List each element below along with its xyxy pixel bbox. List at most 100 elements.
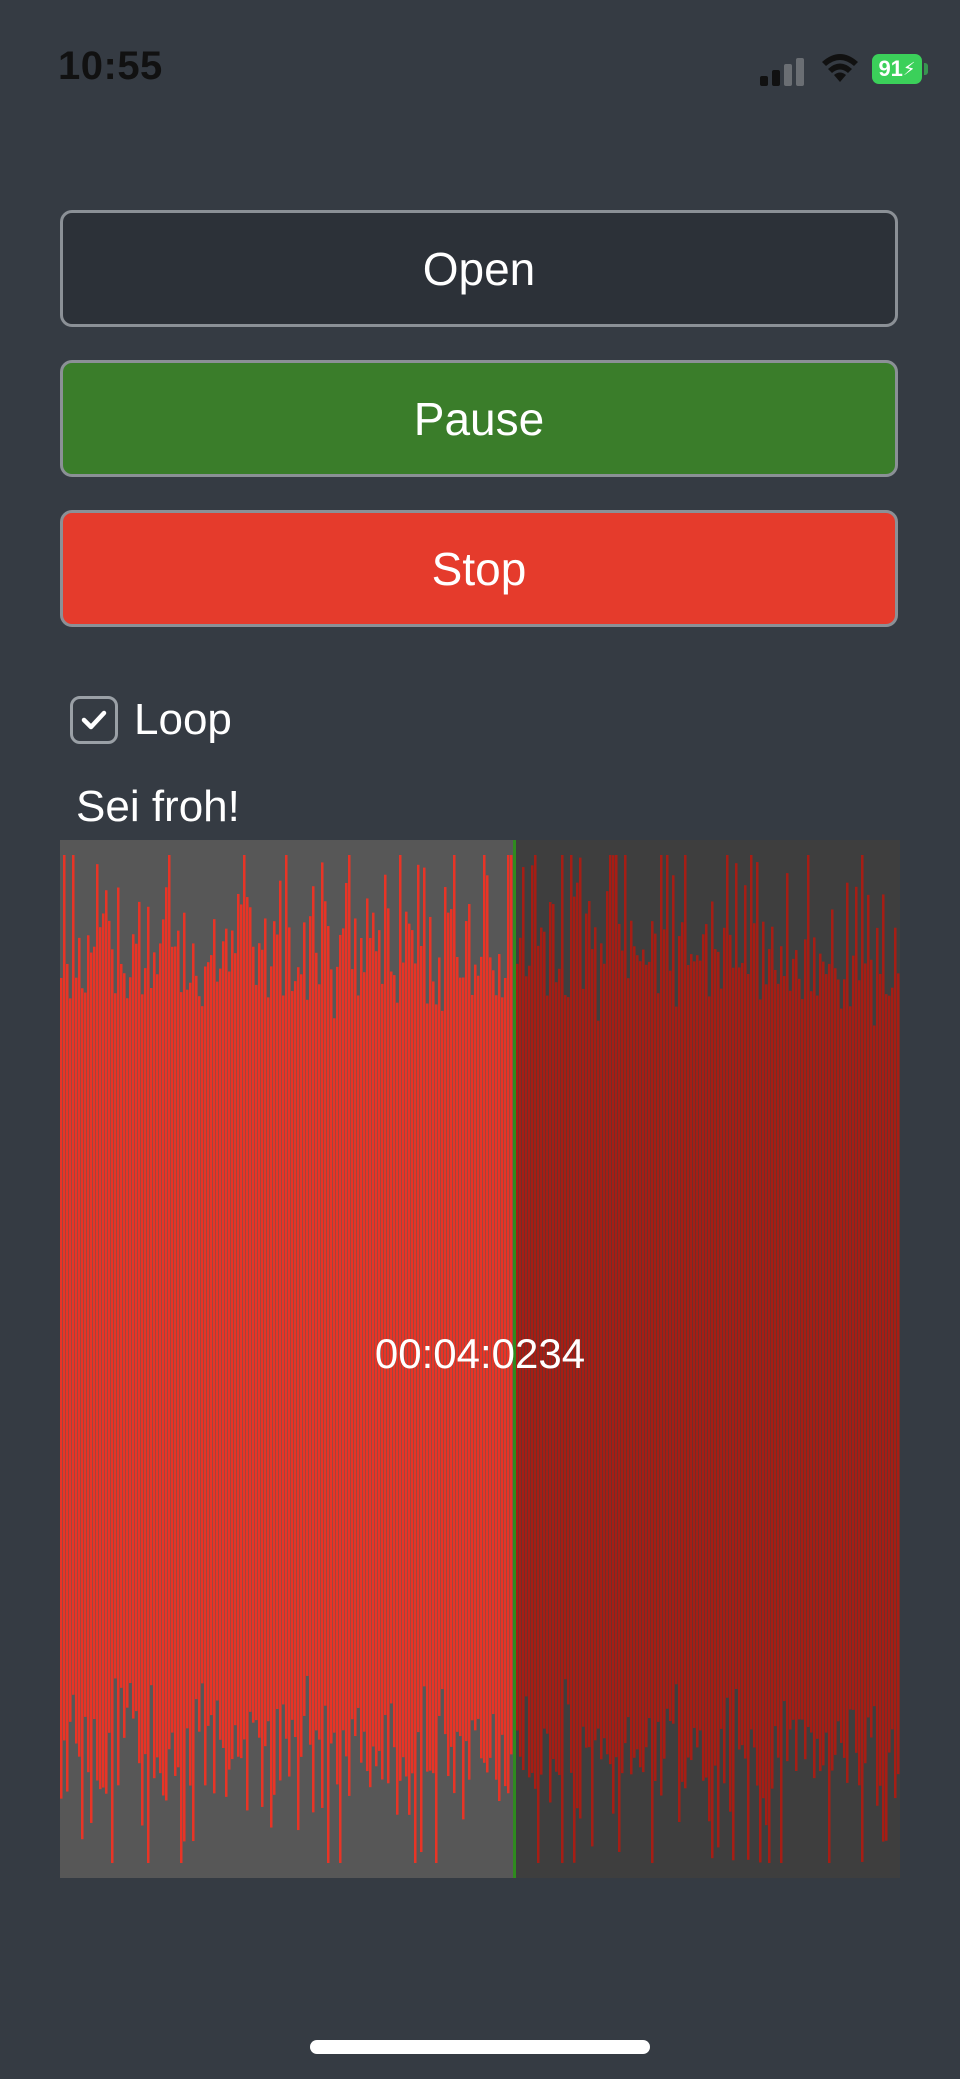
waveform-bar [345, 882, 348, 1757]
stop-button[interactable]: Stop [60, 510, 898, 627]
waveform-bar [282, 995, 285, 1705]
waveform-bar [633, 946, 636, 1758]
home-indicator[interactable] [310, 2040, 650, 2054]
waveform-bar [414, 963, 417, 1863]
open-button[interactable]: Open [60, 210, 898, 327]
waveform-bar [81, 988, 84, 1840]
waveform-bar [135, 943, 138, 1712]
waveform-bar [267, 997, 270, 1722]
waveform-bar [384, 874, 387, 1715]
waveform-bar [378, 930, 381, 1751]
waveform-bar [213, 919, 216, 1794]
waveform-bar [273, 921, 276, 1795]
waveform-bar [432, 981, 435, 1774]
waveform-bar [834, 968, 837, 1755]
waveform-bar [327, 926, 330, 1863]
waveform-bar [540, 927, 543, 1775]
waveform-bar [813, 937, 816, 1779]
waveform-bar [744, 885, 747, 1759]
waveform-bar [537, 945, 540, 1863]
waveform-bar [723, 927, 726, 1784]
waveform-bar [69, 998, 72, 1722]
waveform-bar [603, 963, 606, 1739]
waveform-bar [879, 973, 882, 1786]
waveform-bar [843, 979, 846, 1758]
waveform-bar [729, 934, 732, 1812]
waveform-bar [801, 999, 804, 1720]
waveform-bar [276, 934, 279, 1710]
waveform-scrubber[interactable] [60, 840, 900, 1878]
waveform-bar [108, 920, 111, 1733]
waveform-bar [105, 890, 108, 1794]
waveform-bar [408, 923, 411, 1815]
waveform-bar [789, 990, 792, 1730]
waveform-bar [864, 963, 867, 1764]
pause-button[interactable]: Pause [60, 360, 898, 477]
battery-level: 91 [878, 56, 903, 81]
waveform-bar [735, 863, 738, 1689]
waveform-bar [318, 984, 321, 1740]
waveform-bar [588, 901, 591, 1748]
checkmark-icon [81, 710, 107, 730]
waveform-bar [705, 924, 708, 1778]
waveform-bar [447, 912, 450, 1777]
waveform-bar [369, 937, 372, 1788]
waveform-bar [357, 995, 360, 1708]
waveform-bar [762, 921, 765, 1799]
waveform-bar [774, 970, 777, 1727]
waveform-bar [462, 977, 465, 1820]
loop-label: Loop [134, 695, 232, 744]
waveform-bar [741, 962, 744, 1746]
loop-option[interactable]: Loop [70, 694, 232, 746]
waveform-bar [648, 961, 651, 1719]
waveform-bar [162, 919, 165, 1796]
waveform-bar [636, 955, 639, 1750]
waveform-bar [492, 970, 495, 1715]
waveform-bar [780, 946, 783, 1863]
waveform-bar [498, 954, 501, 1802]
waveform-bar [435, 1004, 438, 1863]
waveform-bar [606, 891, 609, 1755]
track-title: Sei froh! [76, 782, 240, 831]
waveform-bar [174, 946, 177, 1776]
waveform-bar [393, 975, 396, 1748]
status-bar: 10:55 91 ⚡ [0, 0, 960, 140]
waveform-bar [120, 963, 123, 1688]
waveform-bar [861, 855, 864, 1862]
waveform-bar [747, 973, 750, 1860]
waveform-bar [768, 949, 771, 1863]
waveform-bar [270, 966, 273, 1828]
waveform-bar [738, 967, 741, 1750]
waveform-bar [759, 999, 762, 1863]
waveform-bar [231, 930, 234, 1760]
waveform-bar [846, 882, 849, 1783]
waveform-bar [417, 864, 420, 1733]
waveform-bar [198, 996, 201, 1732]
waveform-bar [552, 904, 555, 1760]
waveform-bar [438, 957, 441, 1716]
waveform-bar [129, 977, 132, 1684]
waveform-bar [519, 937, 522, 1757]
waveform-bar [123, 973, 126, 1738]
waveform-bar [201, 1006, 204, 1684]
waveform-bar [627, 978, 630, 1718]
waveform-bar [183, 912, 186, 1842]
waveform-bar [849, 1006, 852, 1710]
waveform-bar [186, 989, 189, 1729]
waveform-bar [894, 927, 897, 1799]
waveform-bar [783, 976, 786, 1702]
waveform-bar [165, 887, 168, 1801]
waveform-bar [468, 904, 471, 1780]
waveform-bar [810, 991, 813, 1733]
waveform-bar [87, 935, 90, 1773]
status-time: 10:55 [58, 44, 163, 88]
loop-checkbox[interactable] [70, 696, 118, 744]
waveform-bar [609, 855, 612, 1765]
waveform-bar [360, 937, 363, 1763]
waveform-bar [753, 923, 756, 1748]
waveform-bar [582, 988, 585, 1727]
waveform-bar [381, 983, 384, 1780]
waveform-bar [786, 873, 789, 1762]
waveform-bar [561, 855, 564, 1863]
waveform-bar [819, 953, 822, 1772]
